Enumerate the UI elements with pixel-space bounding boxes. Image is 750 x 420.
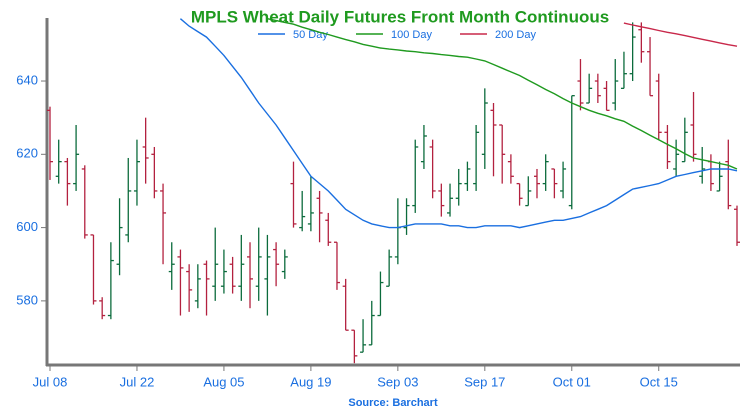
- x-tick-label: Jul 08: [33, 374, 68, 389]
- x-tick-label: Sep 17: [464, 374, 505, 389]
- x-tick-label: Aug 19: [290, 374, 331, 389]
- x-tick-label: Oct 01: [553, 374, 591, 389]
- y-tick-label: 580: [16, 292, 38, 307]
- moving-average-line: [179, 18, 738, 229]
- chart-title: MPLS Wheat Daily Futures Front Month Con…: [191, 7, 609, 26]
- x-tick-label: Sep 03: [377, 374, 418, 389]
- x-tick-label: Aug 05: [203, 374, 244, 389]
- x-tick-label: Jul 22: [120, 374, 155, 389]
- y-tick-label: 640: [16, 72, 38, 87]
- legend-label: 50 Day: [293, 29, 328, 41]
- y-tick-label: 600: [16, 219, 38, 234]
- moving-average-line: [267, 18, 738, 170]
- legend-label: 200 Day: [495, 29, 536, 41]
- moving-average-line: [623, 22, 738, 47]
- y-tick-label: 620: [16, 146, 38, 161]
- legend-label: 100 Day: [391, 29, 432, 41]
- x-tick-label: Oct 15: [640, 374, 678, 389]
- source-note: Source: Barchart: [348, 397, 438, 409]
